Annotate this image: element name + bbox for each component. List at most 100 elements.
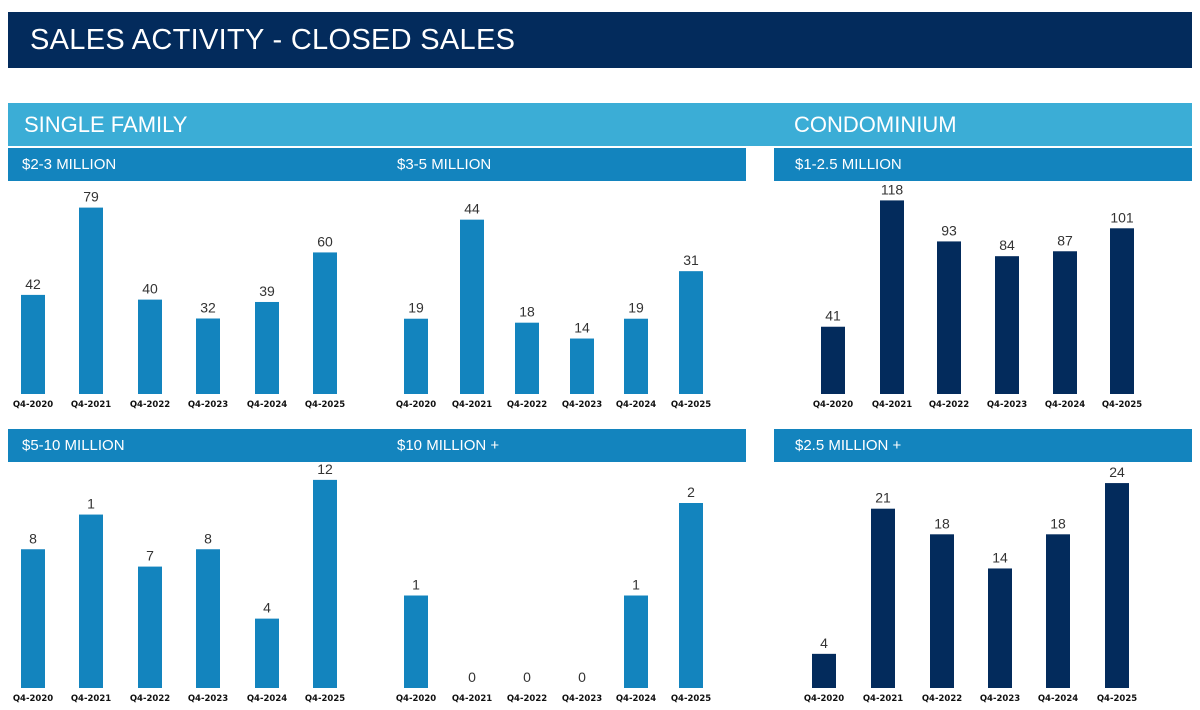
x-tick-label: Q4-2025: [305, 400, 345, 410]
bar: [930, 534, 954, 688]
x-tick-label: Q4-2025: [671, 400, 711, 410]
bar: [679, 271, 703, 394]
data-label: 41: [825, 308, 841, 324]
bar: [515, 322, 539, 394]
x-tick-label: Q4-2022: [130, 694, 170, 704]
data-label: 0: [523, 669, 531, 685]
section-band: SINGLE FAMILY CONDOMINIUM: [8, 103, 1192, 146]
x-tick-label: Q4-2023: [188, 694, 228, 704]
x-tick-label: Q4-2024: [616, 400, 656, 410]
chart-title: $3-5 MILLION: [397, 156, 492, 173]
bar: [1053, 251, 1077, 394]
data-label: 8: [204, 530, 212, 546]
data-label: 79: [83, 189, 99, 205]
bar: [21, 294, 45, 394]
chart-sf-10m-plus: 1 Q4-2020 0 Q4-2021 0 Q4-2022 0 Q4-2023 1 Q4-2024…: [396, 484, 711, 704]
x-tick-label: Q4-2024: [1038, 694, 1078, 704]
bar: [871, 508, 895, 688]
bar: [138, 299, 162, 394]
x-tick-label: Q4-2022: [507, 400, 547, 410]
chart-title: $5-10 MILLION: [22, 437, 125, 454]
chart-title: $2-3 MILLION: [22, 156, 117, 173]
bar: [255, 618, 279, 688]
data-label: 44: [464, 201, 480, 217]
x-tick-label: Q4-2022: [507, 694, 547, 704]
bar: [404, 595, 428, 688]
chart-title: $1-2.5 MILLION: [795, 156, 902, 173]
x-tick-label: Q4-2025: [671, 694, 711, 704]
data-label: 19: [408, 300, 424, 316]
x-tick-label: Q4-2020: [13, 694, 53, 704]
data-label: 0: [578, 669, 586, 685]
data-label: 84: [999, 237, 1015, 253]
data-label: 60: [317, 233, 333, 249]
single-family-heading: SINGLE FAMILY: [24, 112, 188, 137]
chart-condo-2.5m-plus: 4 Q4-2020 21 Q4-2021 18 Q4-2022 14 Q4-2023 18 Q4-…: [804, 464, 1137, 704]
data-label: 18: [1050, 515, 1066, 531]
bar: [624, 595, 648, 688]
data-label: 7: [146, 548, 154, 564]
data-label: 0: [468, 669, 476, 685]
x-tick-label: Q4-2020: [396, 694, 436, 704]
bar: [821, 326, 845, 394]
data-label: 93: [941, 222, 957, 238]
subheader-single-family-bottom: $5-10 MILLION $10 MILLION +: [8, 429, 746, 462]
data-label: 18: [934, 515, 950, 531]
bar: [624, 318, 648, 394]
x-tick-label: Q4-2022: [929, 400, 969, 410]
x-tick-label: Q4-2022: [922, 694, 962, 704]
x-tick-label: Q4-2020: [396, 400, 436, 410]
x-tick-label: Q4-2021: [863, 694, 903, 704]
data-label: 1: [87, 496, 95, 512]
bar: [79, 514, 103, 688]
bar: [1046, 534, 1070, 688]
bar: [21, 549, 45, 688]
x-tick-label: Q4-2024: [1045, 400, 1085, 410]
data-label: 32: [200, 299, 216, 315]
bar: [404, 318, 428, 394]
data-label: 42: [25, 276, 41, 292]
bar: [679, 503, 703, 688]
bar: [812, 653, 836, 688]
chart-title: $2.5 MILLION +: [795, 437, 902, 454]
chart-sf-3-5m: 19 Q4-2020 44 Q4-2021 18 Q4-2022 14 Q4-2023 19 Q4…: [396, 201, 711, 410]
bar: [138, 566, 162, 688]
x-tick-label: Q4-2024: [616, 694, 656, 704]
data-label: 14: [574, 320, 590, 336]
x-tick-label: Q4-2021: [452, 400, 492, 410]
x-tick-label: Q4-2025: [305, 694, 345, 704]
bar: [196, 318, 220, 394]
data-label: 2: [687, 484, 695, 500]
data-label: 39: [259, 283, 275, 299]
x-tick-label: Q4-2023: [980, 694, 1020, 704]
data-label: 101: [1110, 209, 1134, 225]
data-label: 87: [1057, 232, 1073, 248]
bar: [1110, 228, 1134, 394]
data-label: 118: [881, 181, 904, 197]
bar: [570, 338, 594, 394]
bar: [255, 301, 279, 394]
bar: [196, 549, 220, 688]
data-label: 31: [683, 252, 699, 268]
bar: [937, 241, 961, 394]
bar: [988, 568, 1012, 688]
subheader-condo-top: $1-2.5 MILLION: [774, 148, 1192, 181]
x-tick-label: Q4-2020: [813, 400, 853, 410]
x-tick-label: Q4-2022: [130, 400, 170, 410]
x-tick-label: Q4-2021: [71, 400, 111, 410]
data-label: 14: [992, 549, 1008, 565]
x-tick-label: Q4-2021: [71, 694, 111, 704]
x-tick-label: Q4-2024: [247, 694, 287, 704]
data-label: 4: [820, 635, 828, 651]
condominium-heading: CONDOMINIUM: [794, 112, 957, 137]
chart-sf-2-3m: 42 Q4-2020 79 Q4-2021 40 Q4-2022 32 Q4-2023 39 Q4…: [13, 189, 345, 410]
x-tick-label: Q4-2023: [188, 400, 228, 410]
x-tick-label: Q4-2020: [13, 400, 53, 410]
x-tick-label: Q4-2023: [562, 400, 602, 410]
data-label: 12: [317, 462, 333, 477]
data-label: 19: [628, 300, 644, 316]
data-label: 1: [412, 577, 420, 593]
x-tick-label: Q4-2021: [452, 694, 492, 704]
data-label: 1: [632, 577, 640, 593]
x-tick-label: Q4-2025: [1097, 694, 1137, 704]
